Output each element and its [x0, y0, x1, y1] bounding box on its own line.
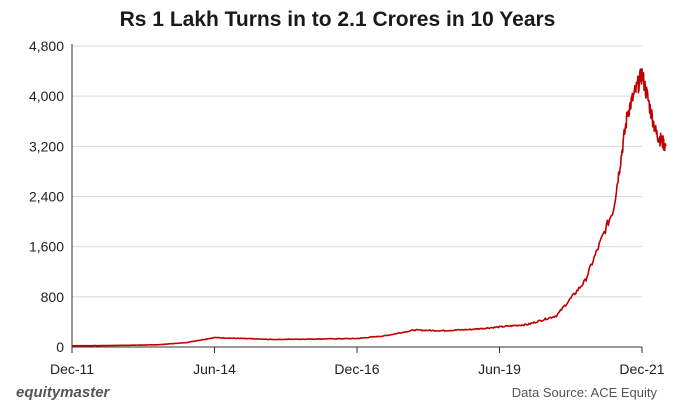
y-tick-label: 3,200: [29, 138, 64, 154]
tick-labels: 0 800 1,600 2,400 3,200 4,000 4,800 Dec-11 Jun-1…: [29, 38, 665, 377]
equitymaster-logo: equitymaster: [16, 384, 110, 401]
series-lines: [71, 67, 667, 347]
y-tick-label: 2,400: [29, 189, 64, 205]
x-tick-label: Jun-19: [478, 361, 521, 377]
gridlines: [72, 45, 642, 298]
axes: [71, 44, 643, 353]
x-tick-label: Dec-16: [334, 361, 379, 377]
y-tick-label: 800: [41, 289, 65, 305]
y-tick-label: 4,000: [29, 88, 64, 104]
x-tick-label: Jun-14: [193, 361, 236, 377]
y-tick-label: 4,800: [29, 38, 64, 54]
y-tick-label: 1,600: [29, 239, 64, 255]
chart-title: Rs 1 Lakh Turns in to 2.1 Crores in 10 Y…: [119, 8, 556, 31]
x-tick-label: Dec-11: [50, 361, 94, 377]
y-tick-label: 0: [56, 339, 64, 355]
x-tick-label: Dec-21: [619, 361, 664, 377]
series-line-0: [71, 67, 667, 347]
data-source-note: Data Source: ACE Equity: [511, 385, 657, 400]
